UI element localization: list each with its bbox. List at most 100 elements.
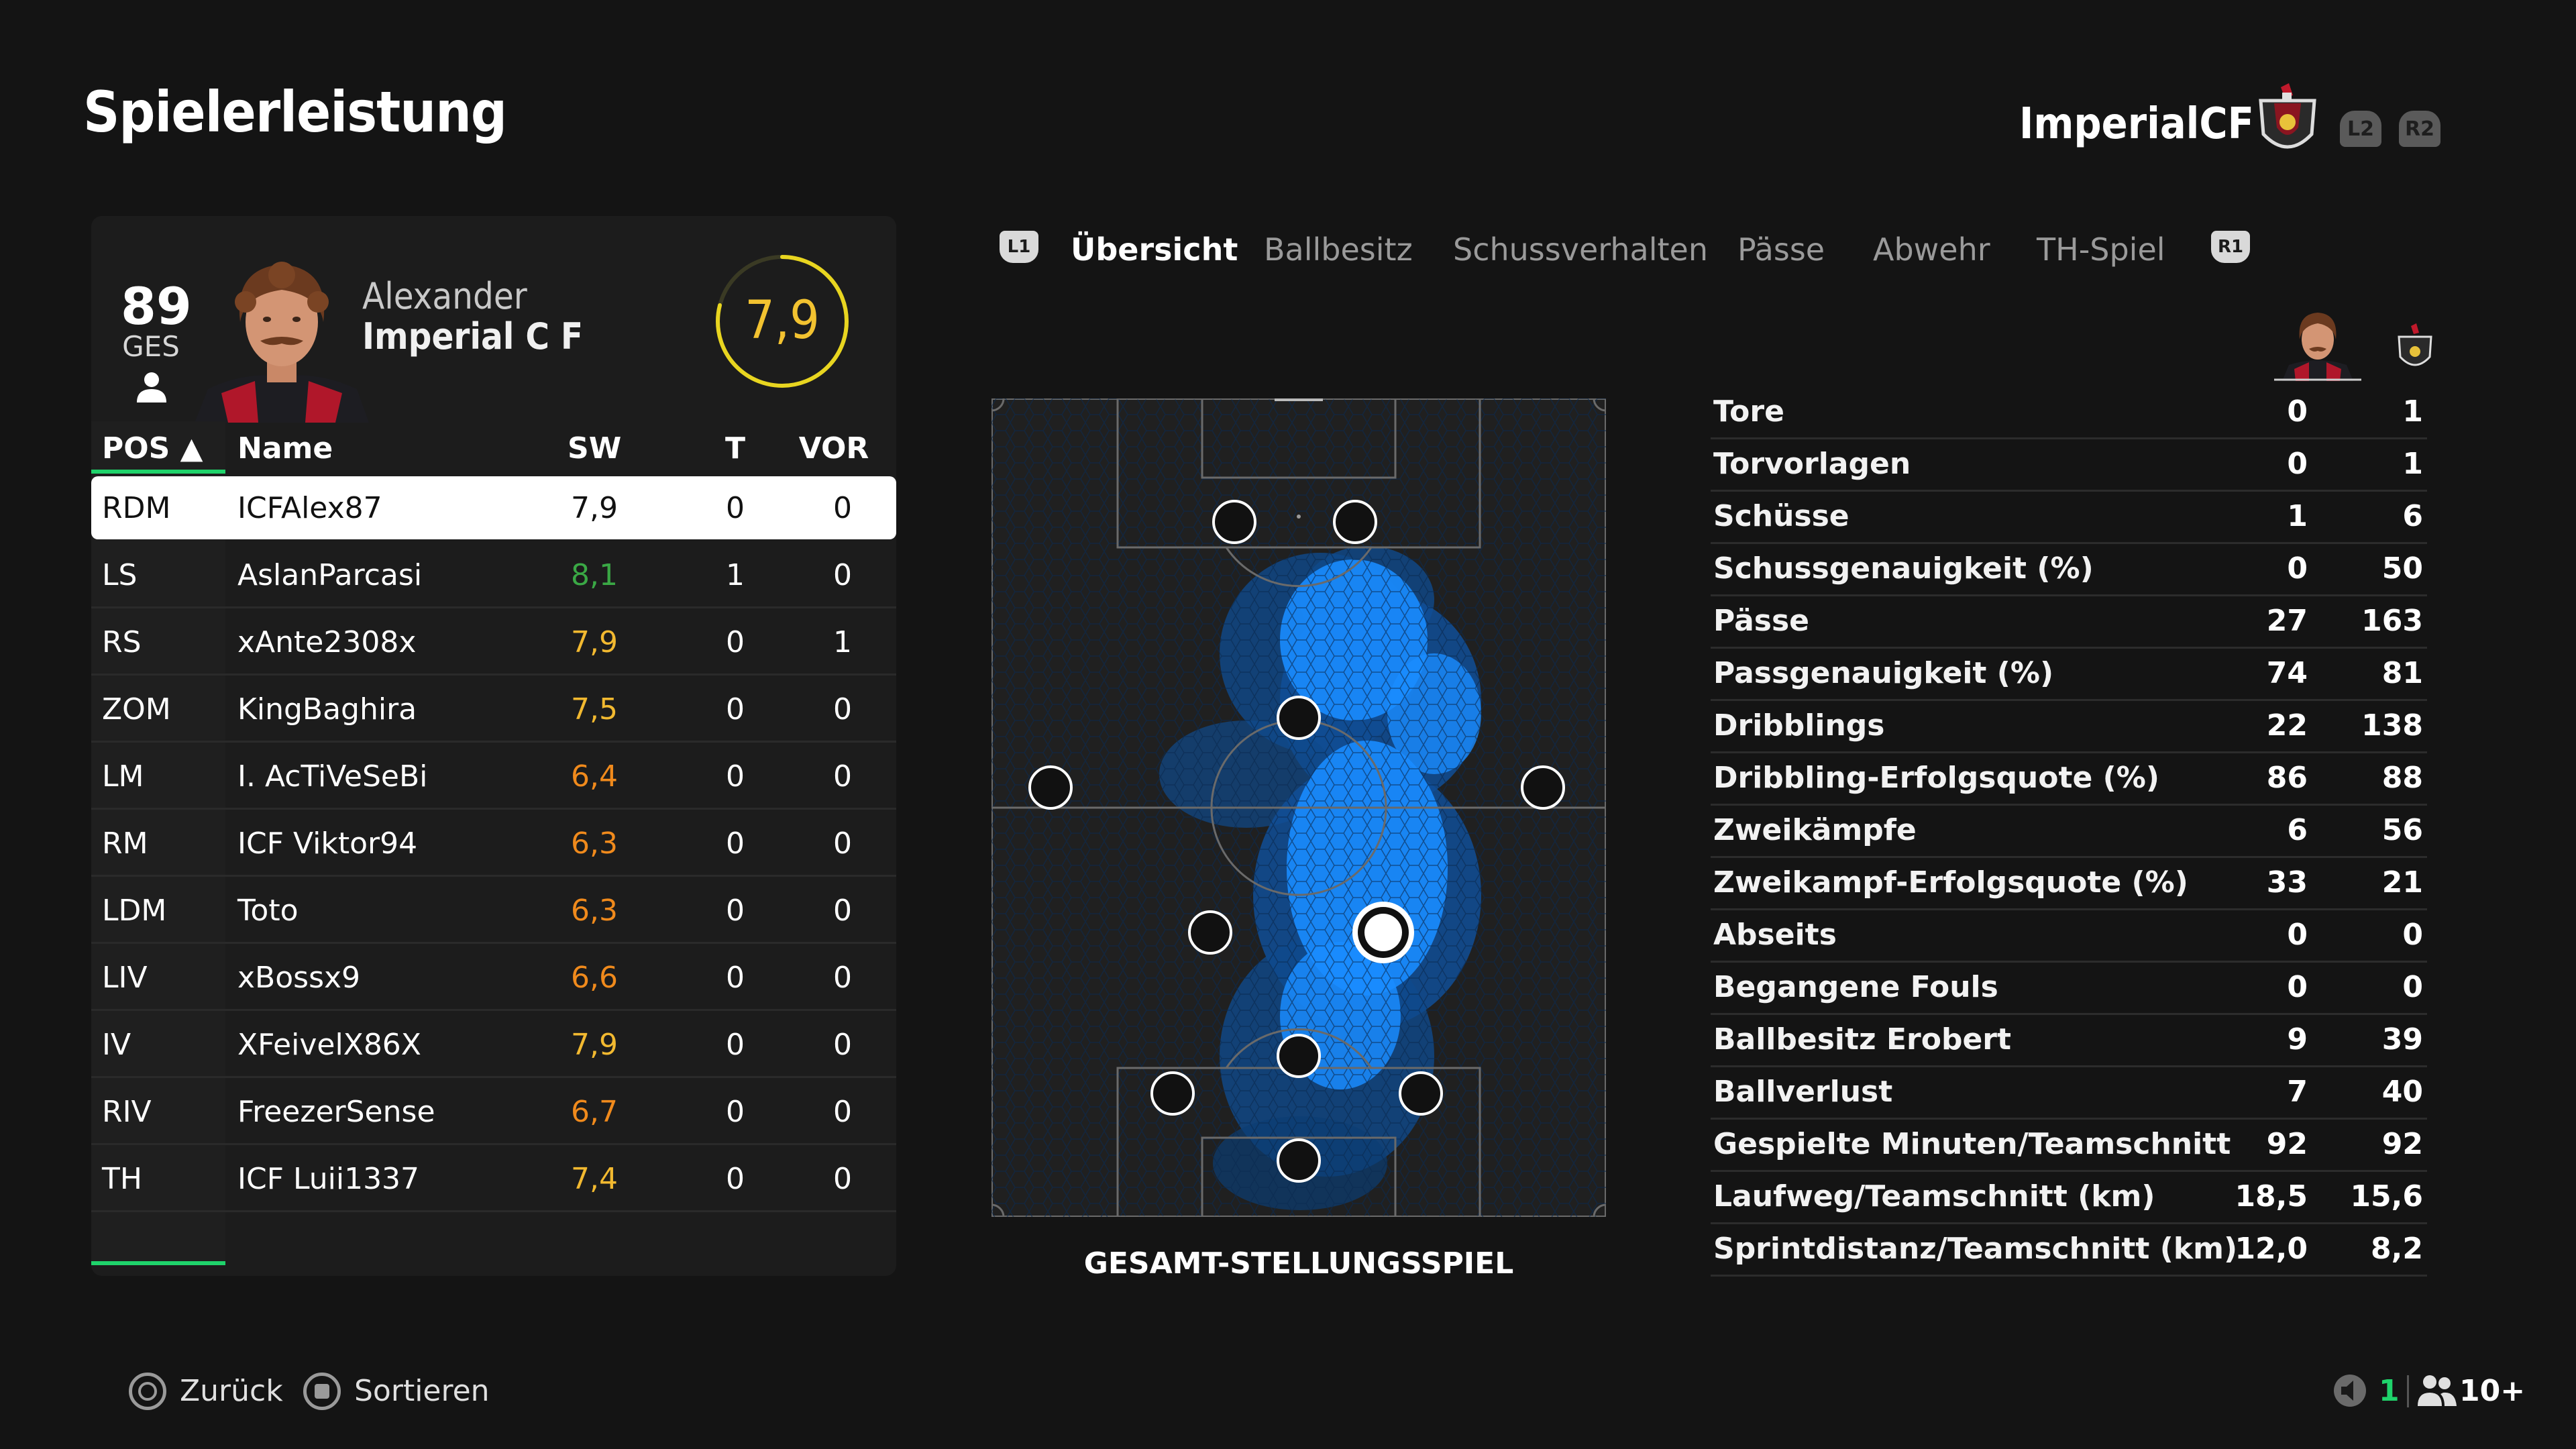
- row-player-name: xBossx9: [237, 961, 361, 995]
- row-player-name: AslanParcasi: [237, 558, 423, 592]
- stat-team-value: 15,6: [2350, 1179, 2423, 1214]
- table-row[interactable]: RM ICF Viktor94 6,3 0 0: [91, 812, 896, 877]
- player-overall: 89: [121, 276, 192, 336]
- teammate-marker: [1277, 696, 1321, 740]
- stat-label: Zweikampf-Erfolgsquote (%): [1713, 865, 2188, 900]
- stat-team-value: 0: [2402, 918, 2423, 952]
- table-row[interactable]: RDM ICFAlex87 7,9 0 0: [91, 476, 896, 539]
- selected-player-marker: [1352, 902, 1414, 963]
- column-sw-header[interactable]: SW: [568, 431, 622, 466]
- tab-4[interactable]: Abwehr: [1873, 231, 1990, 268]
- table-row[interactable]: LM I. AcTiVeSeBi 6,4 0 0: [91, 745, 896, 810]
- teammate-marker: [1521, 765, 1565, 810]
- column-vor-header[interactable]: VOR: [798, 431, 869, 466]
- stat-label: Begangene Fouls: [1713, 970, 1998, 1004]
- table-row[interactable]: IV XFeivelX86X 7,9 0 0: [91, 1013, 896, 1078]
- row-rating: 7,5: [571, 692, 618, 727]
- row-goals: 0: [726, 1028, 745, 1062]
- circle-button-icon[interactable]: [129, 1373, 166, 1410]
- row-player-name: ICFAlex87: [237, 491, 382, 525]
- row-assists: 0: [833, 692, 852, 727]
- tab-3[interactable]: Pässe: [1737, 231, 1825, 268]
- teammate-marker: [1212, 500, 1256, 544]
- row-assists: 0: [833, 826, 852, 861]
- column-t-header[interactable]: T: [724, 431, 745, 466]
- r2-button[interactable]: R2: [2399, 111, 2440, 147]
- stat-player-value: 0: [2287, 918, 2308, 952]
- stat-player-value: 9: [2287, 1022, 2308, 1057]
- l1-button[interactable]: L1: [1000, 231, 1038, 263]
- tab-5[interactable]: TH-Spiel: [2037, 231, 2165, 268]
- stat-row: Zweikampf-Erfolgsquote (%) 33 21: [1711, 856, 2427, 910]
- stat-team-value: 163: [2361, 604, 2423, 638]
- match-rating-value: 7,9: [745, 290, 820, 351]
- stat-player-value: 0: [2287, 970, 2308, 1004]
- table-row[interactable]: TH ICF Luii1337 7,4 0 0: [91, 1147, 896, 1212]
- row-position: LDM: [102, 894, 167, 928]
- row-goals: 0: [726, 692, 745, 727]
- player-first-name: Alexander: [362, 275, 527, 317]
- players-count: 10+: [2459, 1374, 2526, 1408]
- team-name: ImperialCF: [2019, 99, 2254, 149]
- table-row[interactable]: LS AslanParcasi 8,1 1 0: [91, 543, 896, 608]
- table-row[interactable]: LIV xBossx9 6,6 0 0: [91, 946, 896, 1011]
- footer-divider: [2407, 1375, 2409, 1407]
- stat-label: Ballverlust: [1713, 1075, 1893, 1109]
- tab-1[interactable]: Ballbesitz: [1264, 231, 1413, 268]
- square-button-icon[interactable]: [303, 1373, 341, 1410]
- stat-player-value: 0: [2287, 447, 2308, 481]
- l2-button[interactable]: L2: [2340, 111, 2381, 147]
- stat-team-value: 21: [2381, 865, 2423, 900]
- sort-label[interactable]: Sortieren: [354, 1374, 490, 1408]
- stat-team-value: 8,2: [2371, 1232, 2423, 1266]
- table-row[interactable]: RS xAnte2308x 7,9 0 1: [91, 610, 896, 676]
- tab-2[interactable]: Schussverhalten: [1453, 231, 1708, 268]
- row-player-name: I. AcTiVeSeBi: [237, 759, 428, 794]
- stat-row: Zweikämpfe 6 56: [1711, 804, 2427, 858]
- row-goals: 0: [726, 894, 745, 928]
- row-goals: 0: [726, 826, 745, 861]
- row-position: IV: [102, 1028, 131, 1062]
- stat-label: Ballbesitz Erobert: [1713, 1022, 2012, 1057]
- teammate-marker: [1150, 1071, 1195, 1116]
- online-count: 1: [2379, 1374, 2400, 1408]
- stat-label: Torvorlagen: [1713, 447, 1911, 481]
- match-rating-ring: [716, 255, 849, 388]
- player-position-markers: [1028, 500, 1565, 1183]
- row-position: ZOM: [102, 692, 171, 727]
- stat-player-value: 1: [2287, 499, 2308, 533]
- teammate-marker: [1028, 765, 1073, 810]
- heatmap-caption: GESAMT-STELLUNGSSPIEL: [1083, 1246, 1514, 1281]
- stat-label: Sprintdistanz/Teamschnitt (km): [1713, 1232, 2238, 1266]
- teammate-marker: [1188, 910, 1232, 955]
- tab-0[interactable]: Übersicht: [1071, 231, 1238, 268]
- stat-team-value: 6: [2402, 499, 2423, 533]
- stat-row: Sprintdistanz/Teamschnitt (km) 12,0 8,2: [1711, 1222, 2427, 1277]
- table-row[interactable]: ZOM KingBaghira 7,5 0 0: [91, 678, 896, 743]
- teammate-marker: [1399, 1071, 1443, 1116]
- row-player-name: FreezerSense: [237, 1095, 435, 1129]
- back-label[interactable]: Zurück: [180, 1374, 283, 1408]
- stat-label: Gespielte Minuten/Teamschnitt: [1713, 1127, 2231, 1161]
- r1-button[interactable]: R1: [2211, 231, 2250, 263]
- position-heatmap: [991, 398, 1606, 1217]
- table-row[interactable]: LDM Toto 6,3 0 0: [91, 879, 896, 944]
- row-player-name: xAnte2308x: [237, 625, 417, 659]
- stat-row: Torvorlagen 0 1: [1711, 437, 2427, 492]
- stat-label: Passgenauigkeit (%): [1713, 656, 2054, 690]
- stat-row: Ballbesitz Erobert 9 39: [1711, 1013, 2427, 1067]
- column-name-header[interactable]: Name: [237, 431, 333, 466]
- row-goals: 0: [726, 491, 745, 525]
- column-pos-header[interactable]: POS ▲: [102, 431, 203, 466]
- row-rating: 6,6: [571, 961, 618, 995]
- row-rating: 7,9: [571, 491, 618, 525]
- table-row[interactable]: RIV FreezerSense 6,7 0 0: [91, 1080, 896, 1145]
- stat-row: Laufweg/Teamschnitt (km) 18,5 15,6: [1711, 1170, 2427, 1224]
- row-rating: 8,1: [571, 558, 618, 592]
- player-club-name: Imperial C F: [362, 315, 584, 358]
- stat-row: Dribblings 22 138: [1711, 699, 2427, 753]
- row-goals: 0: [726, 1095, 745, 1129]
- row-assists: 0: [833, 1095, 852, 1129]
- row-rating: 7,9: [571, 1028, 618, 1062]
- row-position: LS: [102, 558, 138, 592]
